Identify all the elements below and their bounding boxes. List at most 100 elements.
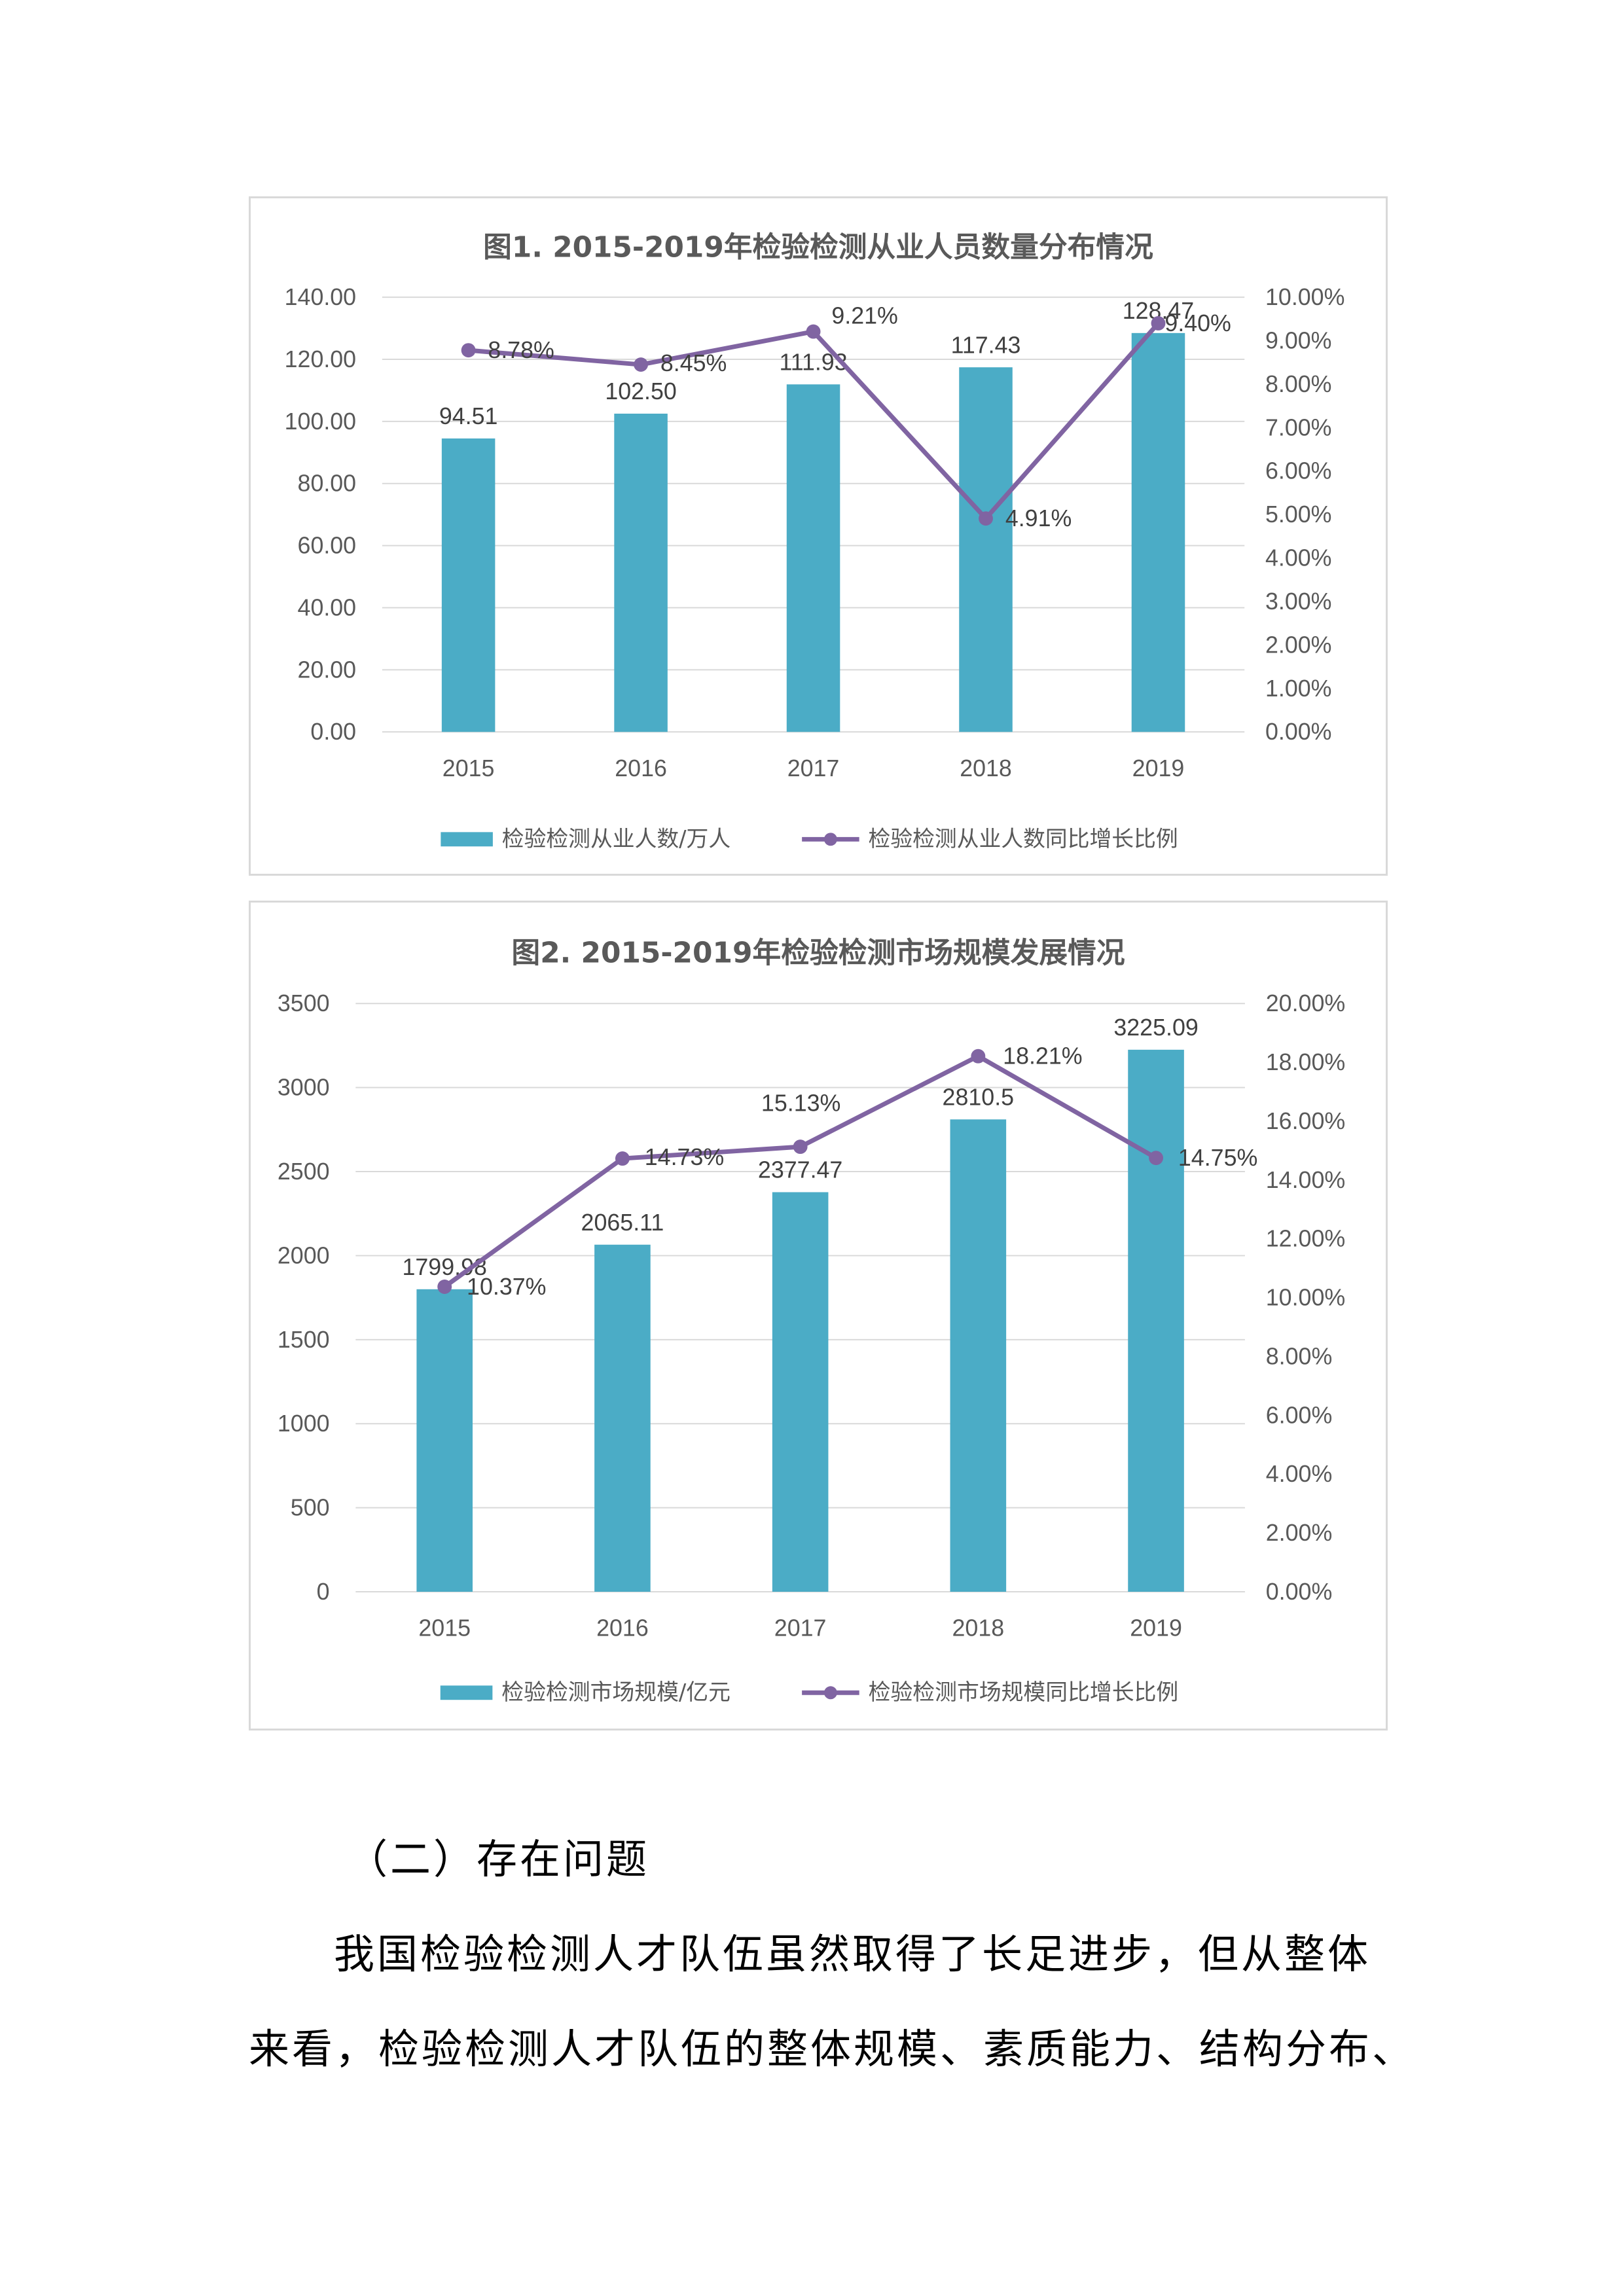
y-right-tick-label: 4.00% (1265, 545, 1331, 571)
y-left-tick-label: 140.00 (285, 284, 356, 310)
line-point (971, 1049, 986, 1064)
y-right-tick-label: 8.00% (1265, 371, 1331, 397)
y-right-tick-label: 16.00% (1266, 1108, 1345, 1134)
bar-data-label: 117.43 (951, 332, 1021, 358)
bar-data-label: 94.51 (439, 403, 498, 429)
y-left-tick-label: 100.00 (285, 408, 356, 435)
bar-data-label: 102.50 (605, 378, 676, 404)
y-right-tick-label: 0.00% (1266, 1579, 1333, 1605)
y-left-tick-label: 20.00 (298, 656, 357, 683)
bar (441, 438, 496, 732)
chart-employee-count-svg: 图1. 2015-2019年检验检测从业人员数量分布情况 0.00 20.00 40.… (285, 230, 1345, 852)
y-left-tick-label: 1000 (278, 1410, 330, 1437)
bar (950, 1119, 1007, 1592)
y-right-tick-label: 9.00% (1265, 327, 1331, 353)
y-right-tick-label: 0.00% (1265, 719, 1331, 745)
x-tick-label: 2018 (952, 1615, 1005, 1641)
bar-data-label: 2810.5 (943, 1084, 1015, 1110)
bar (1128, 1049, 1184, 1592)
y-left-tick-label: 3500 (278, 990, 330, 1016)
y-right-tick-label: 10.00% (1265, 284, 1344, 310)
y-right-tick-label: 10.00% (1266, 1285, 1345, 1311)
line-point (793, 1139, 808, 1155)
y-left-tick-label: 1500 (278, 1327, 330, 1353)
line-point (1149, 1151, 1163, 1166)
x-tick-label: 2015 (418, 1615, 471, 1641)
x-tick-label: 2018 (960, 755, 1012, 781)
line-data-label: 15.13% (761, 1090, 840, 1116)
legend-bar-swatch (440, 1685, 493, 1700)
y-right-tick-label: 7.00% (1265, 414, 1331, 440)
bar (786, 384, 840, 732)
y-left-tick-label: 60.00 (298, 533, 357, 559)
y-right-tick-label: 1.00% (1265, 675, 1331, 702)
x-tick-label: 2017 (774, 1615, 827, 1641)
x-tick-label: 2015 (442, 755, 495, 781)
legend-line-marker (823, 1686, 837, 1700)
line-data-label: 10.37% (467, 1274, 546, 1300)
bar (614, 414, 668, 732)
y-left-tick-label: 2500 (278, 1158, 330, 1185)
y-right-tick-label: 8.00% (1266, 1343, 1333, 1369)
legend-bar-swatch (441, 832, 493, 847)
chart-employee-count: 图1. 2015-2019年检验检测从业人员数量分布情况 0.00 20.00 40.… (249, 196, 1388, 876)
y-right-tick-label: 3.00% (1265, 588, 1331, 615)
bar (594, 1244, 651, 1592)
chart-title: 图1. 2015-2019年检验检测从业人员数量分布情况 (483, 230, 1153, 264)
y-left-tick-label: 500 (291, 1495, 330, 1521)
bar (959, 367, 1013, 732)
bar (772, 1192, 829, 1592)
chart-market-size-svg: 图2. 2015-2019年检验检测市场规模发展情况 0 500 1000 1500 20… (278, 937, 1345, 1706)
y-left-tick-label: 0 (317, 1579, 330, 1605)
line-data-label: 14.73% (645, 1144, 724, 1170)
bar (416, 1289, 473, 1592)
y-right-tick-label: 5.00% (1265, 501, 1331, 528)
bar (1131, 332, 1185, 732)
x-tick-label: 2016 (596, 1615, 649, 1641)
bar-data-label: 2065.11 (581, 1210, 664, 1236)
legend-line-label: 检验检测市场规模同比增长比例 (869, 1679, 1179, 1705)
line-data-label: 18.21% (1003, 1043, 1082, 1069)
legend-line-marker (823, 833, 837, 846)
chart-title: 图2. 2015-2019年检验检测市场规模发展情况 (511, 937, 1125, 970)
line-point (979, 511, 993, 526)
x-tick-label: 2019 (1130, 1615, 1182, 1641)
y-left-tick-label: 0.00 (310, 719, 356, 745)
line-data-label: 9.40% (1164, 310, 1231, 336)
y-left-tick-label: 2000 (278, 1242, 330, 1268)
line-point (1151, 316, 1166, 331)
line-data-label: 8.45% (660, 350, 727, 376)
paragraph-line-1: 我国检验检测人才队伍虽然取得了长足进步，但从整体 (334, 1930, 1371, 1978)
y-right-tick-label: 14.00% (1266, 1167, 1345, 1193)
line-point (615, 1151, 630, 1166)
x-tick-label: 2017 (787, 755, 840, 781)
line-data-label: 4.91% (1005, 505, 1072, 531)
section-heading: （二）存在问题 (347, 1835, 650, 1883)
y-right-tick-label: 6.00% (1265, 458, 1331, 484)
y-left-tick-label: 120.00 (285, 346, 356, 372)
line-point (806, 324, 821, 339)
bar-data-label: 111.93 (779, 349, 847, 375)
y-left-tick-label: 3000 (278, 1075, 330, 1101)
y-right-tick-label: 2.00% (1265, 632, 1331, 658)
line-data-label: 8.78% (488, 337, 554, 363)
line-point (437, 1280, 452, 1294)
line-data-label: 9.21% (831, 303, 897, 329)
bar-data-label: 2377.47 (758, 1157, 842, 1183)
y-right-tick-label: 2.00% (1266, 1520, 1333, 1546)
line-point (634, 357, 649, 372)
x-tick-label: 2016 (615, 755, 667, 781)
paragraph-line-2: 来看，检验检测人才队伍的整体规模、素质能力、结构分布、 (249, 2025, 1416, 2073)
y-right-tick-label: 20.00% (1266, 990, 1345, 1016)
line-data-label: 14.75% (1178, 1145, 1257, 1171)
bar-data-label: 3225.09 (1113, 1014, 1198, 1041)
legend-bar-label: 检验检测从业人数/万人 (502, 826, 731, 852)
y-left-tick-label: 40.00 (298, 594, 357, 620)
legend-bar-label: 检验检测市场规模/亿元 (501, 1679, 731, 1705)
legend-line-label: 检验检测从业人数同比增长比例 (869, 826, 1178, 852)
y-right-tick-label: 12.00% (1266, 1226, 1345, 1252)
y-right-tick-label: 18.00% (1266, 1049, 1345, 1075)
y-right-tick-label: 6.00% (1266, 1402, 1333, 1428)
y-right-tick-label: 4.00% (1266, 1461, 1333, 1487)
y-left-tick-label: 80.00 (298, 471, 357, 497)
